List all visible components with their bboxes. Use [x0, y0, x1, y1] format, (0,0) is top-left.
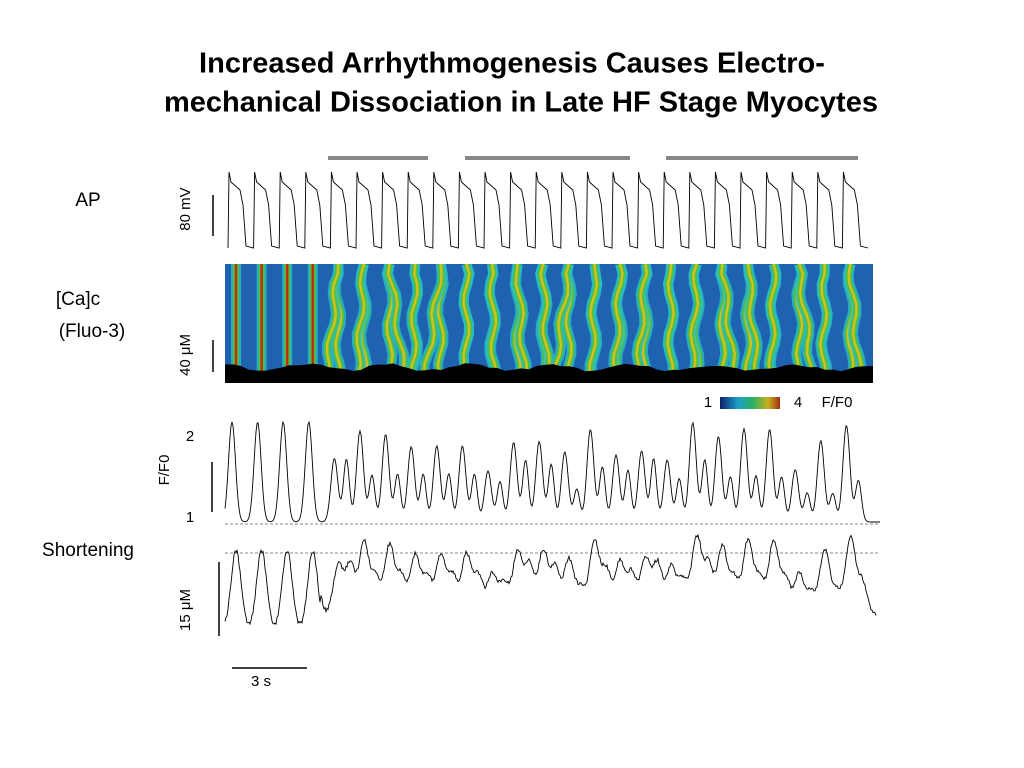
linescan-wave [386, 264, 406, 383]
scale-label: F/F0 [156, 455, 173, 486]
linescan-wave [549, 264, 571, 383]
title-line: Increased Arrhythmogenesis Causes Electr… [199, 48, 825, 80]
linescan-wave [666, 264, 675, 383]
time-scale-label: 3 s [251, 673, 271, 690]
colorbar [720, 397, 780, 409]
panel-label: (Fluo-3) [59, 321, 126, 342]
linescan-wave [325, 264, 340, 383]
colorbar-max: 4 [794, 394, 802, 411]
shortening-trace [224, 533, 877, 626]
linescan-wave [687, 264, 700, 383]
linescan-wave [635, 264, 649, 383]
linescan-wave [514, 264, 529, 383]
linescan-wave [612, 264, 624, 383]
linescan-wave [423, 264, 443, 383]
linescan-wave [819, 264, 829, 383]
linescan-wave [720, 264, 737, 383]
linescan-wave [408, 264, 419, 383]
linescan-wave [354, 264, 366, 383]
colorbar-min: 1 [704, 394, 712, 411]
linescan-wave [798, 264, 818, 383]
linescan-wave [746, 264, 759, 383]
scale-label: 40 μM [177, 334, 194, 376]
linescan-image [225, 264, 873, 383]
linescan-wave [588, 264, 599, 383]
panel-label: [Ca]c [56, 289, 100, 310]
scale-label: 15 μM [177, 589, 194, 631]
panel-label: Shortening [42, 540, 134, 561]
linescan-wave [767, 264, 778, 383]
colorbar-unit: F/F0 [822, 394, 853, 411]
ap-trace [227, 171, 869, 249]
tick-label: 1 [186, 509, 194, 526]
linescan-wave [488, 264, 499, 383]
linescan-edge [225, 363, 873, 383]
scale-label: 80 mV [177, 187, 194, 230]
calcium-trace [224, 420, 880, 523]
linescan-wave [539, 264, 551, 383]
linescan-wave [847, 264, 863, 383]
panel-label: AP [75, 190, 100, 211]
title-line: mechanical Dissociation in Late HF Stage… [164, 87, 878, 119]
tick-label: 2 [186, 428, 194, 445]
